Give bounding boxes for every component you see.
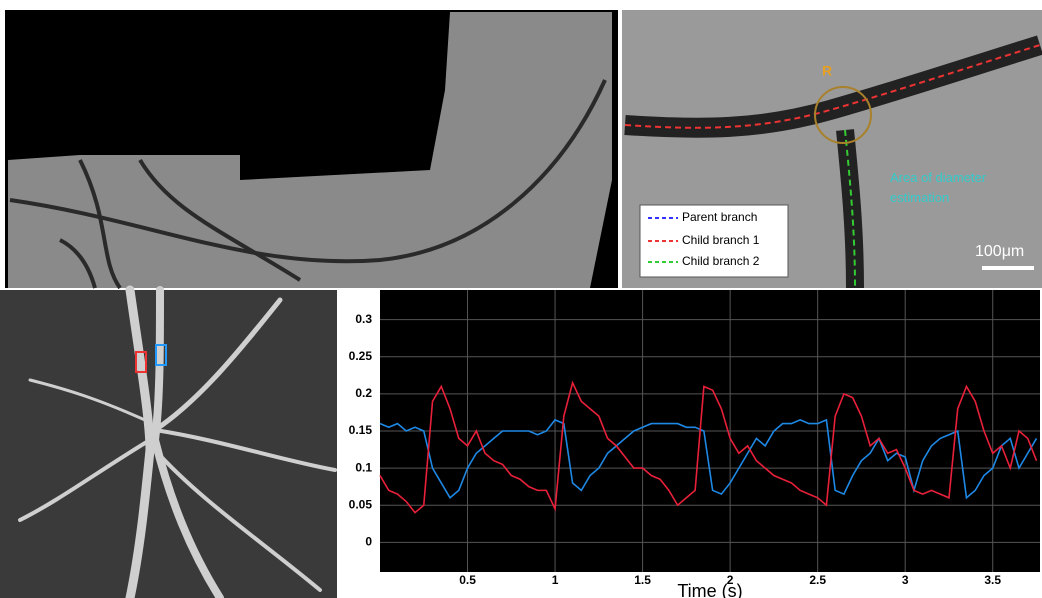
legend-label: Child branch 2	[682, 254, 760, 268]
scale-bar	[982, 266, 1034, 270]
scale-label: 100μm	[975, 243, 1024, 260]
x-tick-label: 1	[552, 573, 559, 587]
figure: Parent branch Child branch 1 Child branc…	[0, 0, 1042, 598]
area-label: Area of diameter estimation	[890, 168, 1030, 208]
y-tick-label: 0	[365, 534, 372, 548]
y-tick-label: 0.1	[355, 460, 372, 474]
y-tick-label: 0.25	[349, 349, 373, 363]
y-tick-label: 0.15	[349, 423, 373, 437]
area-label-box: Area of diameter estimation	[890, 168, 1030, 212]
y-tick-label: 0.05	[349, 497, 373, 511]
x-tick-label: 2	[727, 573, 734, 587]
x-tick-label: 0.5	[459, 573, 476, 587]
y-tick-label: 0.3	[355, 312, 372, 326]
legend-label: Child branch 1	[682, 233, 760, 247]
legend-label: Parent branch	[682, 210, 757, 224]
x-tick-label: 3.5	[984, 573, 1001, 587]
y-tick-label: 0.2	[355, 386, 372, 400]
page: Parent branch Child branch 1 Child branc…	[0, 0, 1042, 598]
angiogram-bg	[0, 290, 337, 598]
x-tick-label: 2.5	[809, 573, 826, 587]
x-tick-label: 1.5	[634, 573, 651, 587]
x-tick-label: 3	[902, 573, 909, 587]
radius-label: R	[822, 63, 832, 79]
